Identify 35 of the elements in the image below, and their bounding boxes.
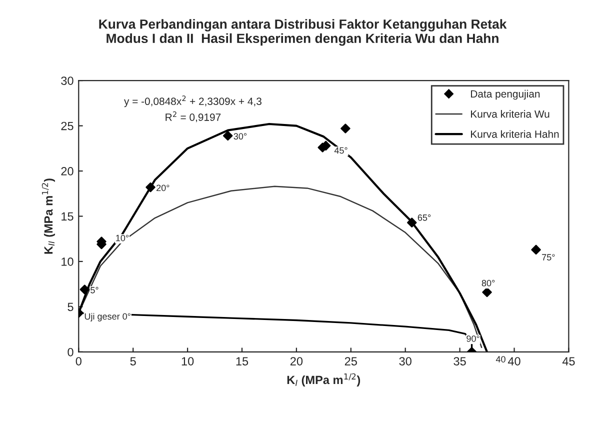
x-tick-label: 0 — [76, 357, 82, 366]
x-tick-label: 20 — [290, 357, 303, 366]
y-axis-title: K$_{II}$ (MPa m$^{1/2}$) — [42, 178, 55, 254]
annotation: 10° — [116, 234, 129, 242]
legend-label: Kurva kriteria Hahn — [471, 130, 559, 138]
annotation: y = -0,0848x$^{2}$ + 2,3309x + 4,3 — [124, 96, 262, 108]
annotation: 30° — [234, 133, 247, 140]
y-tick-label: 25 — [61, 122, 74, 130]
annotation: R$^{2}$ = 0,9197 — [166, 111, 221, 122]
x-tick-label: 15 — [236, 357, 248, 366]
annotation: 75° — [542, 254, 555, 260]
y-tick-label: 15 — [62, 212, 74, 221]
annotation: Uji geser 0° — [84, 312, 130, 322]
x-tick-label: 45 — [562, 357, 575, 366]
annotation: 20° — [156, 184, 170, 192]
annotation: 5° — [90, 286, 98, 294]
x-tick-label: 40 — [508, 357, 520, 366]
x-tick-label: 5 — [130, 357, 136, 366]
y-tick-label: 10 — [62, 258, 74, 266]
chart-title: Kurva Perbandingan antara Distribusi Faktor Ketangguhan Retak Modus I dan II Hasil Eksperimen dengan Kriteria Wu dan Hahn — [99, 19, 507, 46]
legend-label: Data pengujian — [471, 90, 540, 100]
x-tick-label: 25 — [344, 357, 357, 366]
x-tick-label: 30 — [399, 357, 412, 366]
legend-label: Kurva kriteria Wu — [471, 110, 550, 118]
annotation: 45° — [334, 147, 348, 154]
y-tick-label: 30 — [61, 76, 74, 85]
x-axis-title: K$_{I}$ (MPa m$^{1/2}$) — [287, 373, 360, 386]
y-tick-label: 0 — [68, 348, 74, 356]
y-tick-label: 5 — [68, 302, 74, 312]
y-tick-label: 20 — [61, 167, 74, 176]
x-tick-label: 10 — [182, 357, 194, 366]
annotation: 90° — [466, 335, 480, 342]
annotation: 65° — [418, 214, 431, 221]
x-tick-label: 35 — [454, 357, 466, 366]
annotation: 80° — [482, 280, 495, 286]
